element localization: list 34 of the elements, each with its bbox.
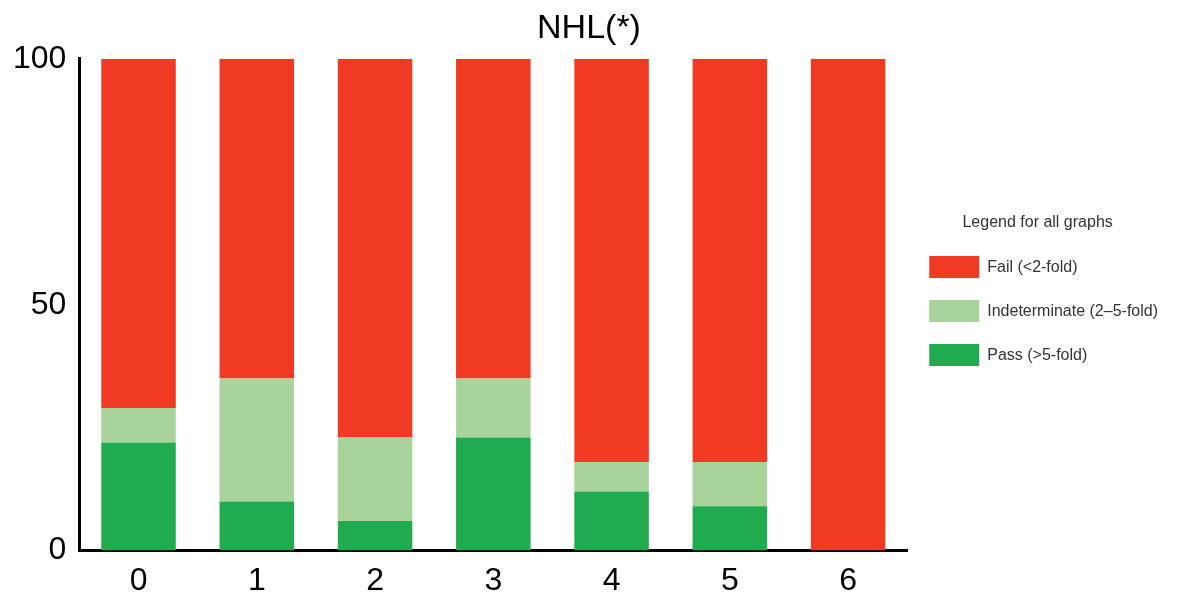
bar bbox=[101, 442, 176, 551]
x-tick-label: 3 bbox=[484, 560, 503, 597]
bar bbox=[574, 491, 649, 551]
bar bbox=[219, 378, 295, 502]
bar bbox=[692, 506, 768, 551]
bar bbox=[337, 437, 413, 522]
bar bbox=[810, 58, 886, 551]
bar bbox=[337, 521, 413, 551]
x-tick-label: 1 bbox=[247, 560, 266, 597]
chart-title: NHL(*) bbox=[537, 6, 641, 45]
legend-label: Fail (<2-fold) bbox=[987, 257, 1078, 275]
bar bbox=[337, 58, 413, 438]
legend-title: Legend for all graphs bbox=[962, 213, 1113, 231]
bar bbox=[692, 58, 768, 463]
bar bbox=[574, 462, 649, 492]
x-tick-label: 2 bbox=[366, 560, 384, 597]
y-tick-label: 50 bbox=[30, 284, 67, 321]
bar bbox=[101, 407, 176, 443]
x-tick-label: 4 bbox=[602, 560, 621, 597]
bar bbox=[219, 58, 295, 379]
legend-label: Indeterminate (2–5-fold) bbox=[987, 301, 1159, 319]
bar bbox=[456, 58, 531, 379]
bar bbox=[219, 501, 295, 551]
x-tick-label: 5 bbox=[720, 560, 739, 597]
bar bbox=[101, 58, 176, 408]
y-tick-label: 0 bbox=[48, 530, 67, 567]
bar bbox=[456, 437, 531, 551]
bar bbox=[692, 462, 768, 507]
legend-label: Pass (>5-fold) bbox=[987, 345, 1088, 363]
x-tick-label: 6 bbox=[839, 560, 858, 597]
bar bbox=[456, 378, 531, 438]
bar bbox=[574, 58, 649, 463]
x-tick-label: 0 bbox=[129, 560, 148, 597]
y-tick-label: 100 bbox=[13, 38, 67, 75]
